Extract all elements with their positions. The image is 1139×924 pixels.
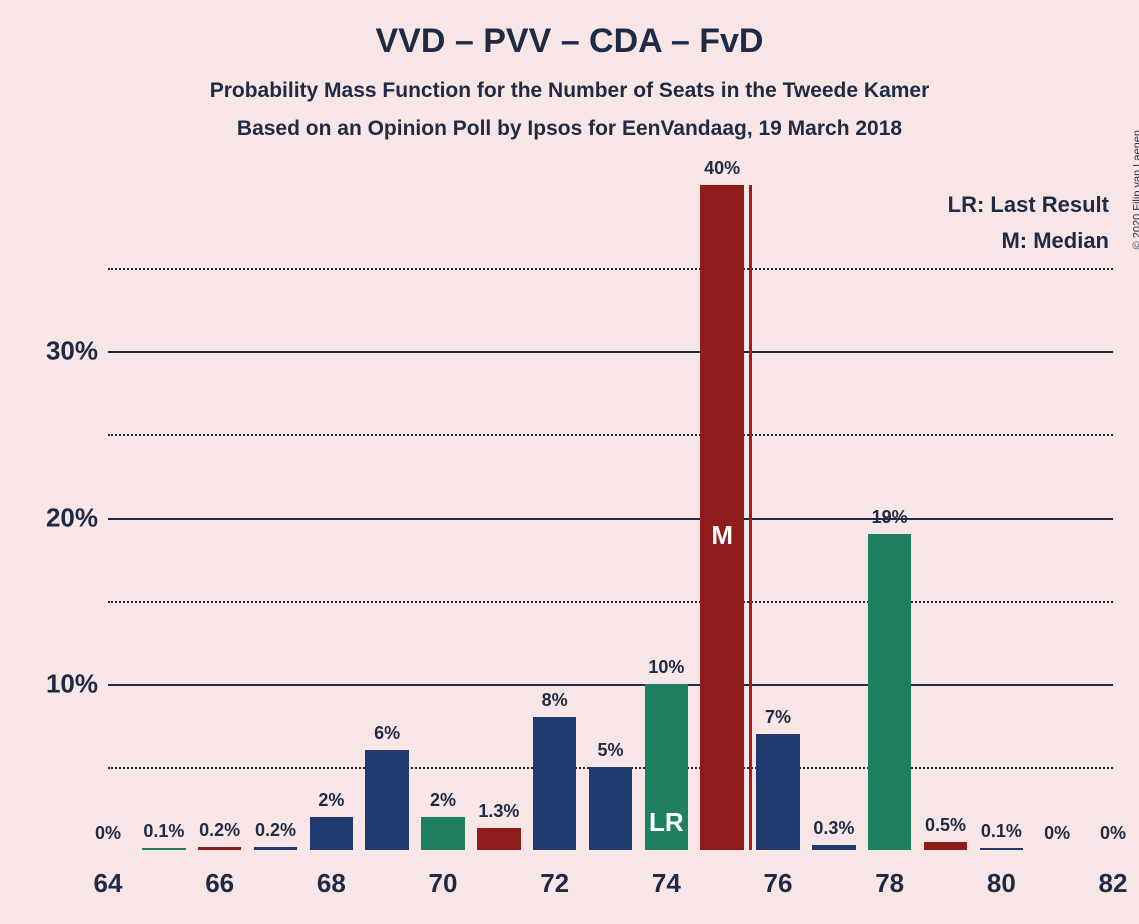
x-axis-label: 72: [540, 868, 569, 899]
bar-value-label: 10%: [648, 657, 684, 678]
copyright-text: © 2020 Filip van Laenen: [1131, 130, 1139, 249]
bar-value-label: 6%: [374, 723, 400, 744]
bar: [310, 817, 354, 850]
median-marker: M: [711, 520, 733, 551]
gridline-major: [108, 518, 1113, 520]
bar: [756, 734, 800, 850]
bar: [142, 848, 186, 850]
chart-subtitle-1: Probability Mass Function for the Number…: [0, 79, 1139, 103]
y-axis-label: 20%: [28, 502, 98, 533]
gridline-minor: [108, 601, 1113, 603]
bar-value-label: 0.2%: [199, 820, 240, 841]
bar: [980, 848, 1024, 850]
y-axis-label: 30%: [28, 336, 98, 367]
bar-value-label: 1.3%: [478, 801, 519, 822]
bar: [533, 717, 577, 850]
x-axis-label: 78: [875, 868, 904, 899]
legend-last-result: LR: Last Result: [948, 192, 1109, 218]
chart-title: VVD – PVV – CDA – FvD: [0, 0, 1139, 61]
bar: [812, 845, 856, 850]
bar-value-label: 8%: [542, 690, 568, 711]
x-axis-label: 80: [987, 868, 1016, 899]
x-axis-label: 82: [1099, 868, 1128, 899]
bar-value-label: 0.5%: [925, 815, 966, 836]
pmf-bar-chart: 10%20%30%0%0.1%0.2%0.2%2%6%2%1.3%8%5%10%…: [108, 185, 1113, 850]
bar: [700, 185, 744, 850]
gridline-minor: [108, 268, 1113, 270]
bar-value-label: 0.2%: [255, 820, 296, 841]
bar-value-label: 0%: [1100, 823, 1126, 844]
bar-value-label: 5%: [597, 740, 623, 761]
x-axis-label: 68: [317, 868, 346, 899]
bar-value-label: 0.1%: [143, 821, 184, 842]
bar-value-label: 40%: [704, 158, 740, 179]
bar-value-label: 0%: [95, 823, 121, 844]
bar: [254, 847, 298, 850]
bar: [924, 842, 968, 850]
bar-value-label: 2%: [430, 790, 456, 811]
gridline-major: [108, 351, 1113, 353]
bar-value-label: 0.3%: [813, 818, 854, 839]
bar: [868, 534, 912, 850]
x-axis-label: 64: [94, 868, 123, 899]
bar-value-label: 0.1%: [981, 821, 1022, 842]
bar: [198, 847, 242, 850]
gridline-minor: [108, 434, 1113, 436]
x-axis-label: 70: [429, 868, 458, 899]
bar: [365, 750, 409, 850]
majority-threshold-line: [749, 185, 752, 850]
x-axis-label: 66: [205, 868, 234, 899]
x-axis-label: 74: [652, 868, 681, 899]
y-axis-label: 10%: [28, 668, 98, 699]
legend-median: M: Median: [1001, 228, 1109, 254]
bar-value-label: 19%: [872, 507, 908, 528]
last-result-marker: LR: [649, 807, 684, 838]
bar-value-label: 0%: [1044, 823, 1070, 844]
bar: [589, 767, 633, 850]
x-axis-label: 76: [764, 868, 793, 899]
bar: [421, 817, 465, 850]
bar-value-label: 2%: [318, 790, 344, 811]
chart-subtitle-2: Based on an Opinion Poll by Ipsos for Ee…: [0, 117, 1139, 141]
gridline-major: [108, 684, 1113, 686]
bar-value-label: 7%: [765, 707, 791, 728]
bar: [477, 828, 521, 850]
